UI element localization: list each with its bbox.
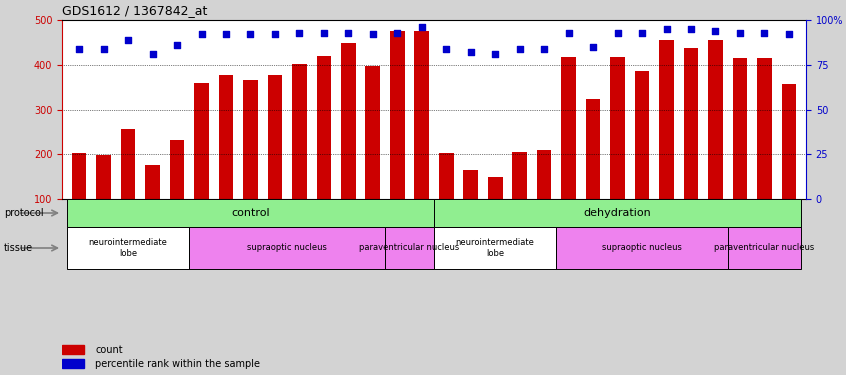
Bar bbox=[170, 140, 184, 199]
Bar bbox=[708, 40, 722, 199]
Point bbox=[342, 30, 355, 36]
Point bbox=[733, 30, 747, 36]
Text: protocol: protocol bbox=[4, 208, 44, 218]
Point bbox=[268, 32, 282, 38]
Bar bbox=[121, 129, 135, 199]
Text: percentile rank within the sample: percentile rank within the sample bbox=[96, 358, 261, 369]
Bar bbox=[728, 227, 801, 269]
Point bbox=[660, 26, 673, 32]
Bar bbox=[365, 66, 380, 199]
Point bbox=[293, 30, 306, 36]
Text: paraventricular nucleus: paraventricular nucleus bbox=[360, 243, 459, 252]
Point bbox=[195, 32, 208, 38]
Bar bbox=[684, 48, 698, 199]
Bar bbox=[67, 227, 190, 269]
Bar bbox=[434, 227, 557, 269]
Bar bbox=[513, 152, 527, 199]
Point bbox=[513, 46, 526, 52]
Point bbox=[464, 49, 477, 55]
Bar bbox=[561, 57, 576, 199]
Bar bbox=[62, 345, 85, 354]
Point bbox=[439, 46, 453, 52]
Bar bbox=[316, 56, 332, 199]
Point bbox=[73, 46, 86, 52]
Text: GDS1612 / 1367842_at: GDS1612 / 1367842_at bbox=[62, 4, 207, 18]
Point bbox=[537, 46, 551, 52]
Bar bbox=[439, 153, 453, 199]
Bar bbox=[434, 199, 801, 227]
Point bbox=[586, 44, 600, 50]
Bar bbox=[537, 150, 552, 199]
Bar bbox=[96, 155, 111, 199]
Bar bbox=[464, 170, 478, 199]
Bar bbox=[243, 80, 258, 199]
Bar bbox=[557, 227, 728, 269]
Bar bbox=[190, 227, 385, 269]
Bar bbox=[415, 31, 429, 199]
Bar bbox=[146, 165, 160, 199]
Point bbox=[170, 42, 184, 48]
Text: neurointermediate
lobe: neurointermediate lobe bbox=[89, 238, 168, 258]
Bar bbox=[218, 75, 233, 199]
Text: dehydration: dehydration bbox=[584, 208, 651, 218]
Text: control: control bbox=[231, 208, 270, 218]
Point bbox=[366, 32, 380, 38]
Bar bbox=[267, 75, 283, 199]
Text: paraventricular nucleus: paraventricular nucleus bbox=[714, 243, 815, 252]
Bar bbox=[488, 177, 503, 199]
Point bbox=[317, 30, 331, 36]
Bar bbox=[782, 84, 796, 199]
Bar bbox=[341, 43, 355, 199]
Point bbox=[611, 30, 624, 36]
Bar bbox=[659, 40, 674, 199]
Point bbox=[146, 51, 159, 57]
Text: tissue: tissue bbox=[4, 243, 33, 253]
Point bbox=[219, 32, 233, 38]
Bar bbox=[72, 153, 86, 199]
Point bbox=[635, 30, 649, 36]
Bar bbox=[610, 57, 625, 199]
Point bbox=[758, 30, 772, 36]
Bar bbox=[390, 31, 404, 199]
Text: neurointermediate
lobe: neurointermediate lobe bbox=[456, 238, 535, 258]
Text: supraoptic nucleus: supraoptic nucleus bbox=[602, 243, 682, 252]
Point bbox=[488, 51, 502, 57]
Bar bbox=[195, 82, 209, 199]
Point bbox=[709, 28, 722, 34]
Point bbox=[121, 37, 135, 43]
Bar bbox=[385, 227, 434, 269]
Point bbox=[391, 30, 404, 36]
Point bbox=[244, 32, 257, 38]
Point bbox=[562, 30, 575, 36]
Bar bbox=[62, 359, 85, 368]
Bar bbox=[292, 64, 307, 199]
Text: supraoptic nucleus: supraoptic nucleus bbox=[247, 243, 327, 252]
Text: count: count bbox=[96, 345, 124, 355]
Point bbox=[96, 46, 110, 52]
Point bbox=[415, 24, 429, 30]
Bar bbox=[67, 199, 434, 227]
Point bbox=[782, 32, 795, 38]
Bar bbox=[757, 58, 772, 199]
Bar bbox=[733, 58, 747, 199]
Bar bbox=[585, 99, 601, 199]
Point bbox=[684, 26, 698, 32]
Bar bbox=[634, 70, 650, 199]
